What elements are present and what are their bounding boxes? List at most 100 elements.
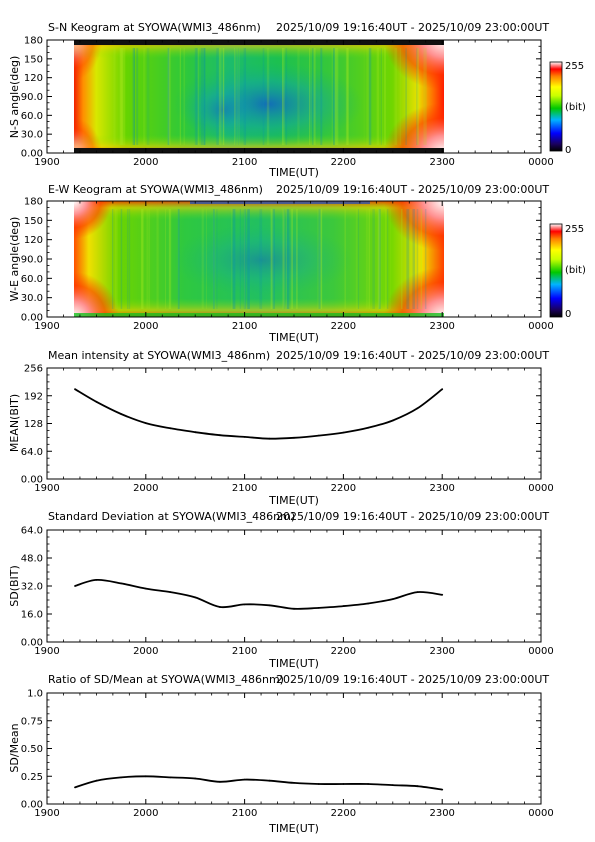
keogram-streak [266, 48, 270, 145]
sn-colorbar-max: 255 [565, 61, 584, 72]
keogram-streak [236, 48, 238, 145]
keogram-streak [201, 209, 204, 309]
x-tick-label: 1900 [34, 808, 59, 819]
y-tick-label: 192 [24, 391, 43, 402]
keogram-streak [318, 209, 321, 309]
data-point [317, 783, 320, 785]
keogram-streak [120, 48, 122, 145]
keogram-streak [282, 48, 285, 145]
x-tick-label: 2300 [429, 157, 454, 168]
ew-dark-core [172, 224, 352, 296]
data-point [391, 784, 394, 786]
x-tick-label: 2300 [429, 483, 454, 494]
keogram-streak [202, 48, 205, 145]
keogram-streak [212, 209, 215, 309]
keogram-streak [363, 48, 365, 145]
data-point [367, 426, 369, 429]
keogram-streak [283, 209, 285, 309]
keogram-streak [113, 48, 116, 145]
sn-ylabel: N-S angle(deg) [8, 56, 21, 139]
data-point [219, 780, 221, 783]
ratio-xlabel: TIME(UT) [268, 822, 319, 835]
sn-keogram-title: S-N Keogram at SYOWA(WMI3_486nm) [48, 21, 261, 34]
keogram-streak [247, 209, 249, 309]
keogram-streak [410, 209, 412, 309]
keogram-streak [244, 48, 246, 145]
keogram-streak [146, 48, 150, 145]
ew-colorbar-unit: (bit) [565, 265, 586, 276]
keogram-streak [168, 209, 171, 309]
data-point [293, 782, 295, 784]
y-tick-label: 128 [24, 419, 43, 430]
ew-corner-bl [74, 272, 119, 317]
keogram-streak [286, 209, 290, 309]
data-point [169, 427, 172, 430]
keogram-streak [168, 48, 171, 145]
keogram-streak [358, 209, 359, 309]
ratio-plot-frame [46, 692, 542, 805]
sd-panel: Standard Deviation at SYOWA(WMI3_486nm) … [8, 510, 554, 670]
keogram-streak [335, 48, 338, 145]
y-tick-label: 0.50 [21, 744, 43, 755]
data-point [293, 607, 295, 610]
keogram-streak [346, 48, 349, 145]
mean-axes: 1900 2000 2100 2200 2300 0000 0.00 64.0 128 192 25… [21, 364, 554, 495]
ew-colorbar-min: 0 [565, 309, 571, 320]
ew-xlabel: TIME(UT) [268, 331, 319, 344]
data-point [144, 422, 147, 424]
y-tick-label: 30.0 [21, 130, 43, 141]
keogram-streak [169, 209, 172, 309]
y-tick-label: 60.0 [21, 274, 43, 285]
y-tick-label: 30.0 [21, 293, 43, 304]
data-point [194, 431, 197, 434]
ew-corner-tl [74, 201, 112, 239]
keogram-streak [317, 209, 320, 309]
data-point [243, 436, 246, 438]
keogram-streak [390, 209, 391, 309]
keogram-streak [196, 48, 198, 145]
keogram-streak [120, 48, 123, 145]
sd-period: 2025/10/09 19:16:40UT - 2025/10/09 23:00… [276, 510, 549, 523]
data-point [74, 585, 76, 587]
keogram-streak [121, 48, 123, 145]
data-point [144, 587, 147, 590]
data-point [194, 777, 197, 780]
x-tick-label: 0000 [528, 483, 553, 494]
y-tick-label: 1.0 [27, 689, 43, 700]
y-tick-label: 120 [24, 235, 43, 246]
keogram-streak [416, 48, 419, 145]
keogram-streak [385, 209, 387, 309]
sn-keogram-image [74, 40, 444, 153]
sd-series [74, 578, 444, 610]
keogram-streak [243, 209, 247, 309]
keogram-streak [218, 48, 222, 145]
data-point [268, 604, 271, 607]
x-tick-label: 1900 [34, 321, 59, 332]
y-tick-label: 0.00 [21, 800, 43, 811]
keogram-streak [368, 209, 370, 309]
sn-axes: 1900 2000 2100 2200 2300 0000 0.00 30.0 60.0 90.0… [21, 36, 554, 169]
keogram-streak [378, 209, 382, 309]
ew-corner-tr [384, 201, 444, 251]
x-tick-label: 2100 [232, 157, 257, 168]
ratio-period: 2025/10/09 19:16:40UT - 2025/10/09 23:00… [276, 673, 549, 686]
keogram-streak [320, 209, 322, 309]
keogram-streak [248, 209, 250, 309]
y-tick-label: 64.0 [21, 447, 43, 458]
keogram-streak [179, 48, 181, 145]
data-point [74, 786, 76, 789]
series-line [74, 775, 443, 791]
ew-streaks [112, 209, 427, 309]
ew-keogram-panel: E-W Keogram at SYOWA(WMI3_486nm) 2025/10… [8, 183, 586, 344]
keogram-streak [297, 48, 300, 145]
ew-keogram-period: 2025/10/09 19:16:40UT - 2025/10/09 23:00… [276, 183, 549, 196]
data-point [243, 603, 246, 606]
x-tick-label: 2300 [429, 646, 454, 657]
mean-ylabel: MEAN(BIT) [8, 394, 21, 452]
ew-bottom-green-band [74, 313, 444, 317]
data-point [95, 779, 98, 782]
keogram-streak [238, 48, 239, 145]
keogram-streak [378, 209, 380, 309]
x-tick-label: 2100 [232, 808, 257, 819]
mean-title: Mean intensity at SYOWA(WMI3_486nm) [48, 349, 270, 362]
